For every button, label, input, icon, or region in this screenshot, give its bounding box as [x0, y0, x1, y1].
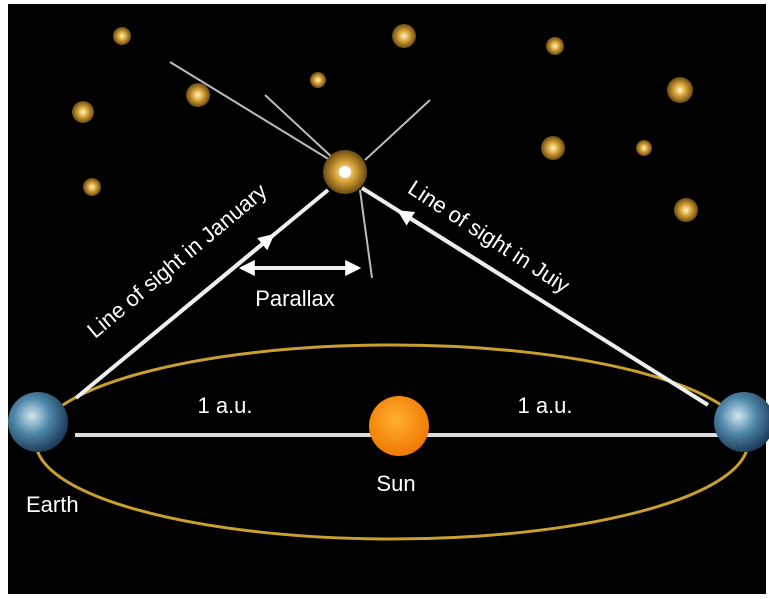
sun-label: Sun	[376, 471, 415, 496]
earth-january	[8, 392, 68, 452]
target-star-core	[339, 166, 351, 178]
au-label-left: 1 a.u.	[197, 393, 252, 418]
sun	[369, 396, 429, 456]
parallax-diagram: Line of sight in January Line of sight i…	[0, 0, 769, 599]
parallax-label: Parallax	[255, 286, 334, 311]
au-label-right: 1 a.u.	[517, 393, 572, 418]
earth-label: Earth	[26, 492, 79, 517]
